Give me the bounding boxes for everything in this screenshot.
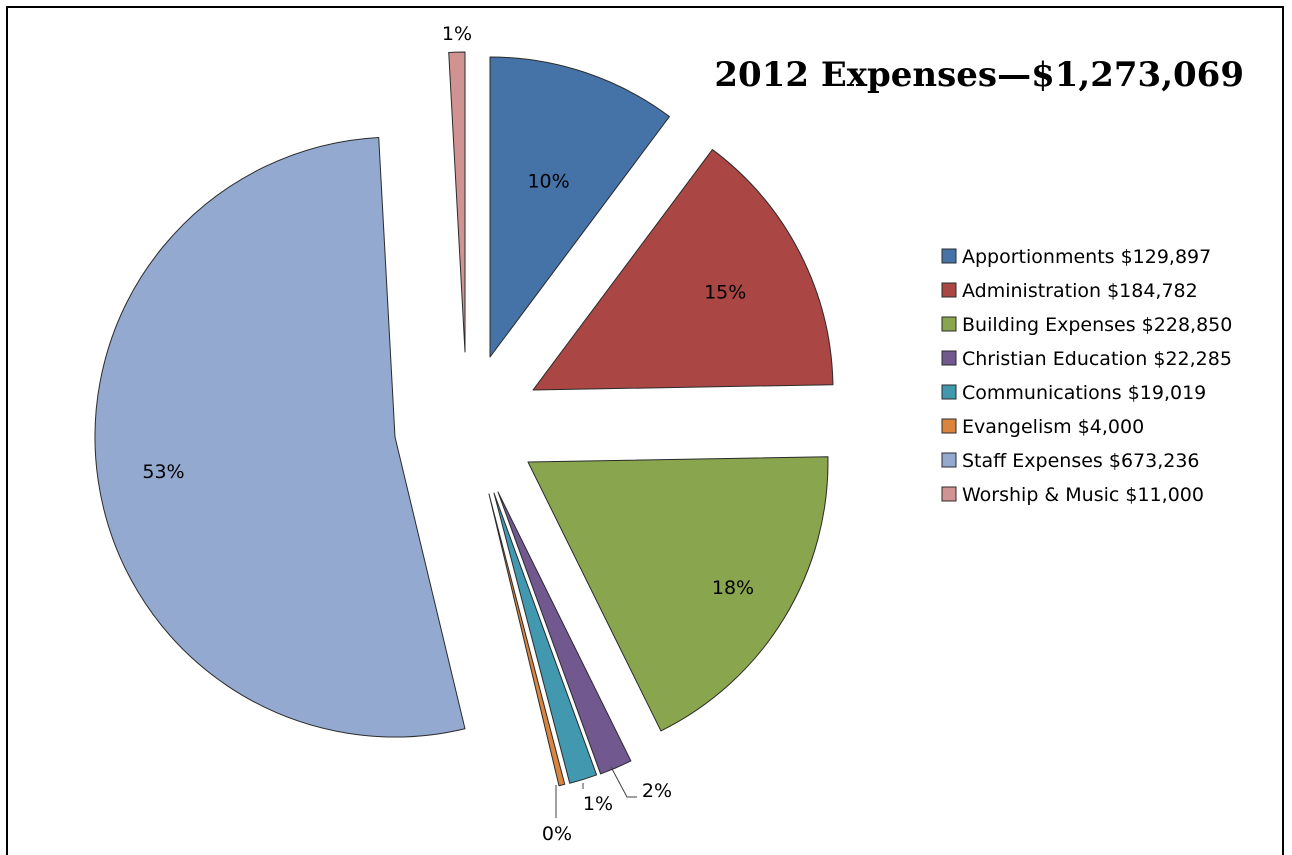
legend-item: Staff Expenses $673,236: [941, 450, 1200, 472]
legend-label: Administration $184,782: [962, 280, 1198, 302]
slice-label: 15%: [704, 282, 746, 304]
legend-label: Communications $19,019: [962, 382, 1206, 404]
slice-label: 10%: [527, 171, 569, 193]
slice-label: 18%: [712, 577, 754, 599]
legend-swatch: [941, 282, 957, 298]
pie-slice: [493, 492, 598, 784]
legend-label: Building Expenses $228,850: [962, 314, 1232, 336]
legend-swatch: [941, 248, 957, 264]
legend: Apportionments $129,897 Administration $1…: [941, 246, 1232, 506]
legend-item: Evangelism $4,000: [941, 416, 1144, 438]
legend-swatch: [941, 486, 957, 502]
legend-item: Christian Education $22,285: [941, 348, 1232, 370]
pie-slice: [448, 51, 466, 353]
legend-item: Worship & Music $11,000: [941, 484, 1204, 506]
slice-labels: 10% 15% 18% 2% 1% 0% 53% 1%: [142, 23, 754, 845]
legend-swatch: [941, 452, 957, 468]
pie-slice: [497, 491, 632, 775]
slice-label: 1%: [583, 793, 613, 815]
slice-label: 2%: [642, 780, 672, 802]
legend-swatch: [941, 316, 957, 332]
legend-item: Administration $184,782: [941, 280, 1198, 302]
legend-swatch: [941, 350, 957, 366]
pie-slice: [489, 56, 670, 358]
chart-title: 2012 Expenses—$1,273,069: [714, 55, 1244, 95]
legend-item: Building Expenses $228,850: [941, 314, 1232, 336]
leader-lines: [555, 766, 637, 818]
legend-swatch: [941, 418, 957, 434]
pie-slices: [94, 51, 834, 787]
slice-label: 0%: [542, 823, 572, 845]
legend-item: Communications $19,019: [941, 382, 1206, 404]
legend-swatch: [941, 384, 957, 400]
pie-slice: [488, 493, 566, 787]
legend-label: Evangelism $4,000: [962, 416, 1144, 438]
legend-label: Worship & Music $11,000: [962, 484, 1204, 506]
leader-line: [610, 766, 637, 798]
legend-label: Christian Education $22,285: [962, 348, 1232, 370]
legend-item: Apportionments $129,897: [941, 246, 1211, 268]
pie-slice: [94, 136, 466, 738]
legend-label: Apportionments $129,897: [962, 246, 1211, 268]
pie-slice: [532, 149, 834, 391]
legend-label: Staff Expenses $673,236: [962, 450, 1200, 472]
slice-label: 1%: [442, 23, 472, 45]
pie-slice: [527, 456, 829, 732]
slice-label: 53%: [142, 461, 184, 483]
